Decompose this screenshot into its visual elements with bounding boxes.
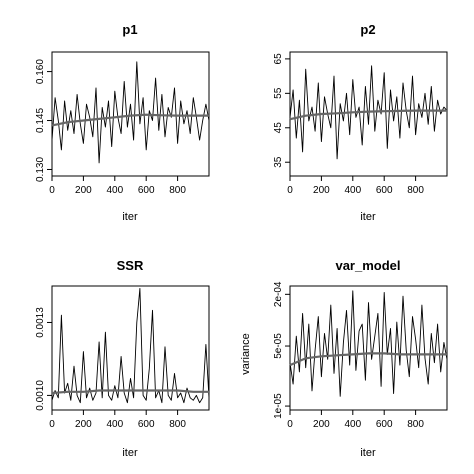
plot-frame (51, 51, 210, 177)
running-mean-line (51, 113, 209, 127)
x-tick-label: 600 (376, 185, 393, 196)
y-tick-label: 5e-05 (273, 333, 284, 359)
y-axis-label: variance (240, 333, 252, 375)
y-tick-label: 2e-04 (273, 281, 284, 307)
x-axis-label: iter (122, 211, 138, 223)
panel-title: SSR (117, 258, 144, 273)
y-tick-label: 0.0013 (35, 307, 46, 338)
x-tick-label: 400 (106, 185, 123, 196)
panel-title: p1 (122, 22, 137, 37)
x-tick-label: 0 (287, 185, 293, 196)
x-tick-label: 200 (313, 185, 330, 196)
y-tick-label: 0.0010 (35, 380, 46, 411)
y-tick-label: 0.130 (35, 157, 46, 182)
y-tick-label: 55 (273, 87, 284, 99)
y-tick-label: 35 (273, 156, 284, 168)
x-tick-label: 0 (49, 185, 55, 196)
x-tick-label: 400 (344, 419, 361, 430)
panel-p1: p1 iter 0 200 400 600 800 0.130 0.145 0.160 (35, 22, 210, 223)
y-tick-label: 65 (273, 53, 284, 65)
y-tick-label: 45 (273, 122, 284, 134)
x-tick-label: 400 (106, 419, 123, 430)
panel-ssr: SSR iter 0 200 400 600 800 0.0010 0.0013 (35, 258, 210, 459)
x-axis-label: iter (122, 447, 138, 459)
panel-var-model: var_model iter variance 0 200 400 600 800 1e-… (240, 258, 448, 459)
x-tick-label: 200 (313, 419, 330, 430)
x-axis-label: iter (360, 447, 376, 459)
x-tick-label: 600 (138, 419, 155, 430)
x-axis-label: iter (360, 211, 376, 223)
x-tick-label: 200 (75, 185, 92, 196)
x-tick-label: 0 (49, 419, 55, 430)
x-tick-label: 200 (75, 419, 92, 430)
x-tick-label: 800 (407, 419, 424, 430)
x-tick-label: 800 (169, 185, 186, 196)
plot-frame (51, 285, 210, 411)
x-tick-label: 800 (407, 185, 424, 196)
running-mean-line (51, 389, 209, 395)
x-tick-label: 0 (287, 419, 293, 430)
trace-line (51, 287, 210, 404)
y-tick-label: 1e-05 (273, 393, 284, 419)
x-tick-label: 800 (169, 419, 186, 430)
y-tick-label: 0.145 (35, 108, 46, 133)
x-tick-label: 600 (138, 185, 155, 196)
y-tick-label: 0.160 (35, 59, 46, 84)
x-tick-label: 600 (376, 419, 393, 430)
panel-p2: p2 iter 0 200 400 600 800 35 45 55 65 (273, 22, 448, 223)
x-tick-label: 400 (344, 185, 361, 196)
panel-title: p2 (360, 22, 375, 37)
trace-line (51, 61, 210, 164)
panel-title: var_model (335, 258, 400, 273)
plot-frame (289, 285, 448, 411)
trace-line (289, 290, 448, 397)
running-mean-line (289, 352, 447, 367)
running-mean-line (289, 109, 447, 121)
